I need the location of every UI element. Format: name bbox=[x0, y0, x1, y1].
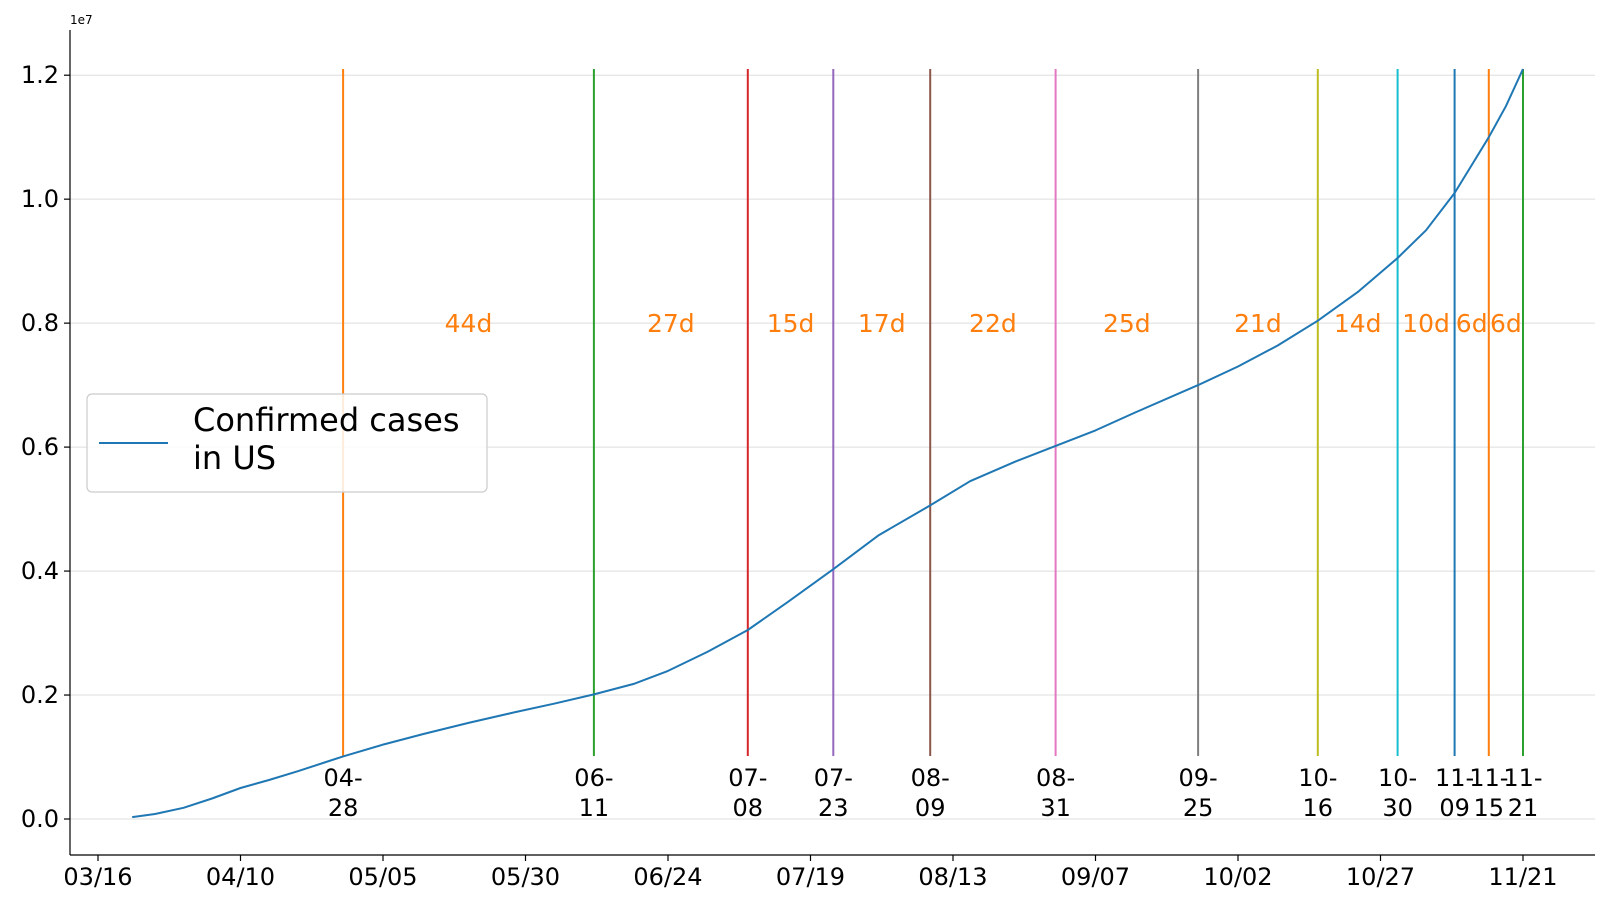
x-tick-label: 04/10 bbox=[206, 863, 275, 891]
date-marker-label: 28 bbox=[328, 794, 359, 822]
gap-labels: 44d 27d 15d 17d 22d 25d 21d 14d 10d 6d 6d bbox=[445, 309, 1522, 338]
date-marker-label: 11 bbox=[579, 794, 610, 822]
gap-label: 21d bbox=[1234, 309, 1282, 338]
gap-label: 27d bbox=[647, 309, 695, 338]
date-marker-label: 07- bbox=[814, 764, 853, 792]
x-tick-label: 03/16 bbox=[63, 863, 132, 891]
x-tick-label: 10/27 bbox=[1346, 863, 1415, 891]
x-tick-label: 07/19 bbox=[776, 863, 845, 891]
x-tick-label: 06/24 bbox=[633, 863, 702, 891]
date-marker-label: 11- bbox=[1503, 764, 1542, 792]
date-marker-label: 11- bbox=[1435, 764, 1474, 792]
axes: 0.0 0.2 0.4 0.6 0.8 1.0 1.2 1e7 03/16 04/10 05/05 0… bbox=[21, 13, 1595, 891]
x-tick-label: 05/30 bbox=[491, 863, 560, 891]
date-marker-label: 06- bbox=[574, 764, 613, 792]
x-tick-label: 08/13 bbox=[918, 863, 987, 891]
date-markers: 04-2806-1107-0807-2308-0908-3109-2510-16… bbox=[323, 69, 1543, 822]
gap-label: 6d bbox=[1490, 309, 1522, 338]
y-tick-label: 0.0 bbox=[21, 805, 59, 833]
date-marker-label: 10- bbox=[1378, 764, 1417, 792]
series-line bbox=[132, 68, 1524, 819]
date-marker-label: 04- bbox=[323, 764, 362, 792]
date-marker-label: 23 bbox=[818, 794, 849, 822]
y-tick-label: 1.2 bbox=[21, 61, 59, 89]
x-tick-label: 09/07 bbox=[1061, 863, 1130, 891]
gap-label: 15d bbox=[767, 309, 815, 338]
gap-label: 14d bbox=[1334, 309, 1382, 338]
date-marker-label: 09 bbox=[1439, 794, 1470, 822]
legend-label: Confirmed cases bbox=[193, 401, 460, 439]
date-marker-label: 16 bbox=[1303, 794, 1334, 822]
date-marker-label: 09 bbox=[915, 794, 946, 822]
y-tick-label: 0.2 bbox=[21, 681, 59, 709]
date-marker-label: 25 bbox=[1183, 794, 1214, 822]
series-lines bbox=[132, 68, 1524, 819]
date-marker-label: 30 bbox=[1382, 794, 1413, 822]
y-tick-label: 1.0 bbox=[21, 185, 59, 213]
date-marker-label: 10- bbox=[1298, 764, 1337, 792]
y-tick-label: 0.6 bbox=[21, 433, 59, 461]
gap-label: 10d bbox=[1402, 309, 1450, 338]
date-marker-label: 08- bbox=[1036, 764, 1075, 792]
x-tick-label: 11/21 bbox=[1488, 863, 1557, 891]
y-tick-label: 0.8 bbox=[21, 309, 59, 337]
x-tick-label: 05/05 bbox=[348, 863, 417, 891]
date-marker-label: 08- bbox=[911, 764, 950, 792]
y-exponent-label: 1e7 bbox=[70, 13, 93, 27]
y-tick-label: 0.4 bbox=[21, 557, 59, 585]
date-marker-label: 07- bbox=[728, 764, 767, 792]
legend-box bbox=[86, 393, 488, 493]
date-marker-label: 15 bbox=[1474, 794, 1505, 822]
gap-label: 17d bbox=[858, 309, 906, 338]
legend-label: in US bbox=[193, 439, 276, 477]
gap-label: 22d bbox=[969, 309, 1017, 338]
date-marker-label: 11- bbox=[1469, 764, 1508, 792]
date-marker-label: 08 bbox=[733, 794, 764, 822]
x-tick-label: 10/02 bbox=[1203, 863, 1272, 891]
date-marker-label: 21 bbox=[1508, 794, 1539, 822]
gap-label: 25d bbox=[1103, 309, 1151, 338]
gap-label: 6d bbox=[1456, 309, 1488, 338]
gap-label: 44d bbox=[445, 309, 493, 338]
date-marker-label: 31 bbox=[1040, 794, 1071, 822]
date-marker-label: 09- bbox=[1178, 764, 1217, 792]
